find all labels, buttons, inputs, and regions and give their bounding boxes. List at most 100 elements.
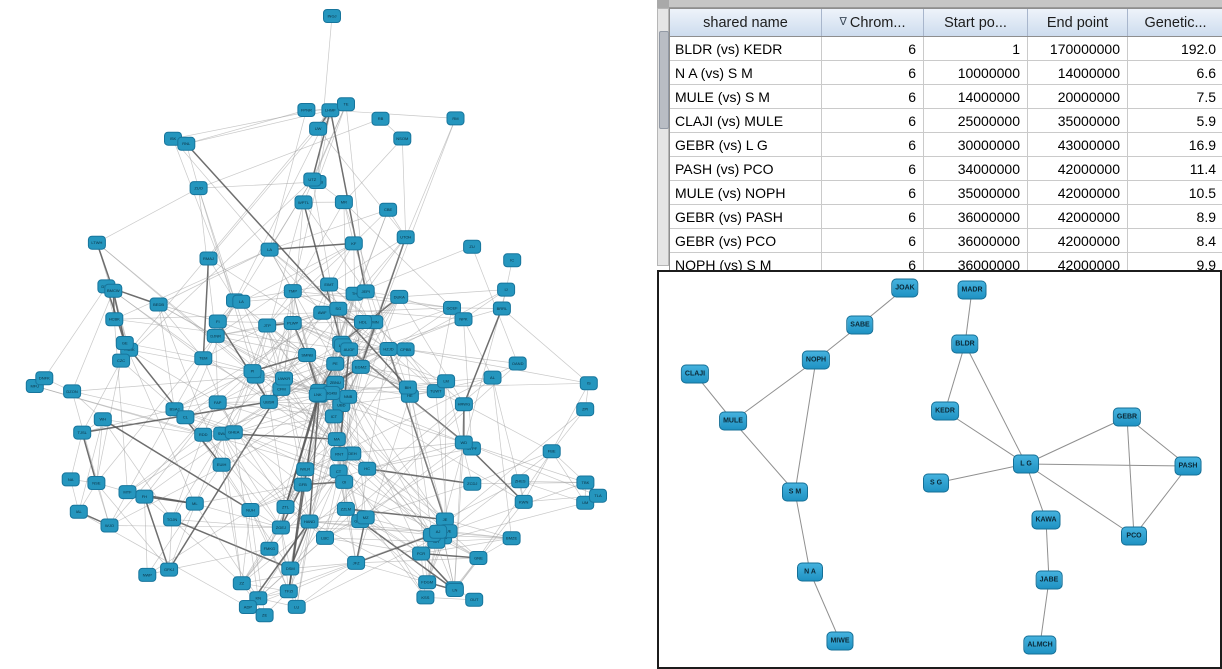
network-node[interactable]: BIH [398, 380, 417, 395]
table-cell[interactable]: 35000000 [1028, 109, 1128, 132]
network-node[interactable]: ICT [324, 409, 343, 424]
table-cell[interactable]: 35000000 [924, 181, 1028, 204]
table-cell[interactable]: 8.4 [1196, 232, 1216, 249]
table-row[interactable]: N A (vs) S M 6 10000000 14000000 6.6 [670, 61, 1222, 85]
network-node[interactable]: BRRL [492, 301, 511, 316]
network-node[interactable]: INGJ [323, 9, 341, 23]
network-node[interactable]: WD [454, 435, 473, 450]
table-cell[interactable]: 9.9 [1196, 256, 1216, 273]
network-node[interactable]: NPK [454, 312, 473, 327]
network-node[interactable]: UBSR [259, 394, 278, 409]
network-node[interactable]: HC [358, 461, 377, 476]
network-node[interactable]: GFKJ [160, 562, 179, 577]
table-cell[interactable]: 6 [822, 85, 924, 108]
table-row[interactable]: MULE (vs) S M 6 14000000 20000000 7.5 [670, 85, 1222, 109]
network-node[interactable]: RM [446, 111, 465, 126]
network-node[interactable]: ZTL [276, 500, 295, 514]
column-header-shared-name[interactable]: shared name [670, 9, 822, 36]
network-node[interactable]: ADP [238, 600, 257, 614]
network-node[interactable]: MA [327, 432, 346, 447]
network-node[interactable]: LA [260, 242, 279, 257]
network-node[interactable]: HCBK [105, 312, 124, 327]
table-cell[interactable]: 20000000 [1028, 85, 1128, 108]
table-row[interactable]: BLDR (vs) KEDR 6 1 170000000 192.0 [670, 37, 1222, 61]
network-node[interactable]: TFZI [279, 584, 298, 599]
table-cell[interactable]: 6 [822, 181, 924, 204]
network-node[interactable]: HZJD [379, 342, 398, 356]
network-node[interactable]: TEM [194, 351, 213, 366]
network-node[interactable]: OUT [465, 592, 484, 607]
network-node[interactable]: ZZLM [336, 501, 355, 516]
network-node[interactable]: LU [287, 599, 306, 614]
table-cell[interactable]: 6 [822, 109, 924, 132]
table-cell[interactable]: MULE (vs) S M [670, 85, 822, 108]
table-cell[interactable]: 11.4 [1189, 160, 1216, 177]
network-node[interactable]: PE [326, 356, 345, 371]
network-node[interactable]: IC [503, 253, 522, 268]
network-node[interactable]: CZC [112, 353, 131, 368]
network-node-pco[interactable]: PCO [1121, 526, 1147, 546]
network-node[interactable]: UTOH [396, 230, 415, 245]
column-header-chrom[interactable]: ∇ Chrom... [822, 9, 924, 36]
table-row[interactable]: GEBR (vs) L G 6 30000000 43000000 16.9 [670, 133, 1222, 157]
network-node[interactable]: TE [337, 97, 355, 112]
network-node-bldr[interactable]: BLDR [951, 334, 979, 354]
table-cell[interactable]: 6 [822, 133, 924, 156]
network-node[interactable]: GFB [293, 477, 312, 492]
network-node[interactable]: ZE [255, 608, 274, 623]
network-node[interactable]: NA [61, 472, 80, 487]
network-node[interactable]: IS [579, 376, 598, 391]
network-node[interactable]: WJO [100, 518, 119, 533]
network-node[interactable]: AJ [429, 524, 448, 539]
network-node[interactable]: GCEF [443, 300, 461, 315]
table-cell[interactable]: 36000000 [924, 205, 1028, 228]
network-node[interactable]: LA [232, 294, 251, 309]
table-cell[interactable]: GEBR (vs) L G [670, 133, 822, 156]
network-node[interactable]: CL [176, 410, 195, 425]
table-row[interactable]: GEBR (vs) PCO 6 36000000 42000000 8.4 [670, 229, 1222, 253]
network-node[interactable]: AUGF [340, 342, 359, 357]
network-node-claji[interactable]: CLAJI [680, 364, 710, 384]
network-node[interactable]: TBK [576, 475, 595, 490]
table-cell[interactable]: 25000000 [924, 109, 1028, 132]
network-node[interactable]: IAL [69, 504, 88, 519]
table-row[interactable]: MULE (vs) NOPH 6 35000000 42000000 10.5 [670, 181, 1222, 205]
network-node[interactable]: HDL [354, 315, 372, 329]
network-node[interactable]: TOJN [163, 512, 182, 527]
network-node[interactable]: AWF [313, 305, 332, 320]
network-node[interactable]: RDD [194, 427, 213, 442]
network-node[interactable]: WPTL [294, 195, 313, 210]
table-cell[interactable]: BLDR (vs) KEDR [670, 37, 822, 60]
network-node[interactable]: PI [243, 364, 262, 379]
network-node[interactable]: TLA [589, 488, 607, 503]
network-node[interactable]: BEDB [149, 297, 168, 312]
network-node[interactable]: MZ [356, 510, 375, 525]
table-cell[interactable]: GEBR (vs) PCO [670, 229, 822, 252]
network-node[interactable]: OI [335, 474, 354, 489]
network-node[interactable]: NUH [241, 503, 260, 517]
network-node[interactable]: DNFK [35, 371, 54, 386]
table-cell[interactable]: 42000000 [1028, 181, 1128, 204]
table-scrollbar-thumb[interactable] [659, 31, 669, 129]
network-node[interactable]: MTF [118, 485, 137, 500]
network-node[interactable]: DSM [281, 561, 300, 576]
network-node[interactable]: EIMT [320, 277, 339, 292]
network-node[interactable]: TJSL [73, 425, 92, 440]
table-cell[interactable]: 14000000 [1028, 61, 1128, 84]
network-node[interactable]: FPNR [297, 103, 316, 117]
network-node[interactable]: ZGEJ [271, 520, 290, 535]
network-node[interactable]: FDGM [418, 575, 437, 590]
network-node-s-g[interactable]: S G [923, 473, 949, 493]
network-node[interactable]: ZUO [189, 181, 208, 196]
table-cell[interactable]: 30000000 [924, 133, 1028, 156]
network-node[interactable]: ZHES [511, 474, 530, 489]
network-node[interactable]: DJNR [206, 328, 225, 343]
network-node[interactable]: SMNB [298, 348, 317, 362]
column-header-genetic[interactable]: Genetic... [1128, 9, 1222, 36]
table-cell[interactable]: MULE (vs) NOPH [670, 181, 822, 204]
network-node[interactable]: NWP [138, 567, 157, 582]
table-cell[interactable]: 6 [822, 61, 924, 84]
network-node[interactable]: NSOM [393, 131, 412, 146]
main-network-canvas[interactable]: INGJFDGMHCZGEJCTNSEALMTFPLWPDLFFGHUDHZJD… [0, 0, 657, 669]
network-node-sabe[interactable]: SABE [846, 315, 874, 335]
